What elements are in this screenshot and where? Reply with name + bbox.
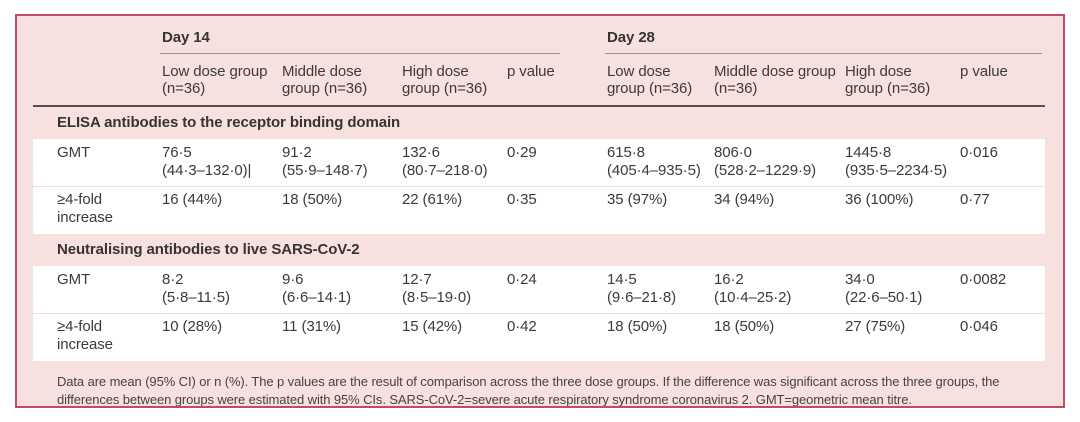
antibody-response-table: Day 14 Day 28 Low dose group (n=36) Midd… [33, 16, 1046, 407]
gmt-value: 91·2 [282, 144, 312, 161]
day14-middle-dose-header: Middle dose group (n=36) [280, 57, 400, 107]
gmt-value: 806·0 [714, 144, 752, 161]
gmt-ci: (405·4–935·5) [607, 162, 701, 179]
day14-low-dose-header: Low dose group (n=36) [160, 57, 280, 107]
row-label-gmt: GMT [33, 266, 160, 314]
cell-neut-gmt-d14-low: 8·2 (5·8–11·5) [160, 266, 280, 314]
cell-elisa-gmt-d14-mid: 91·2 (55·9–148·7) [280, 139, 400, 187]
gmt-value: 76·5 [162, 144, 192, 161]
gmt-ci: (44·3–132·0)| [162, 162, 252, 179]
cell-neut-fold-d28-mid: 18 (50%) [712, 313, 844, 361]
dose-group-header-row: Low dose group (n=36) Middle dose group … [33, 57, 1046, 107]
gmt-value: 132·6 [402, 144, 440, 161]
footnote-row: Data are mean (95% CI) or n (%). The p v… [33, 361, 1045, 407]
cell-neut-gmt-d28-pvalue: 0·0082 [958, 266, 1046, 314]
row-label-gmt: GMT [33, 139, 160, 187]
cell-elisa-gmt-d28-low: 615·8 (405·4–935·5) [605, 139, 713, 187]
cell-elisa-gmt-d14-pvalue: 0·29 [505, 139, 606, 187]
gmt-value: 34·0 [845, 271, 875, 288]
cell-neut-gmt-d14-pvalue: 0·24 [505, 266, 606, 314]
cell-elisa-fold-d28-mid: 34 (94%) [712, 186, 844, 234]
gmt-ci: (935·5–2234·5) [845, 162, 948, 179]
gmt-ci: (5·8–11·5) [162, 289, 230, 306]
day28-group-header: Day 28 [605, 29, 1043, 54]
p-value: 0·24 [507, 271, 537, 288]
table-row-elisa-gmt: GMT 76·5 (44·3–132·0)| 91·2 (55·9–148·7)… [33, 139, 1046, 187]
cell-neut-fold-d14-pvalue: 0·42 [505, 313, 606, 361]
cell-neut-gmt-d28-low: 14·5 (9·6–21·8) [605, 266, 713, 314]
cell-neut-fold-d28-low: 18 (50%) [605, 313, 713, 361]
cell-elisa-gmt-d28-high: 1445·8 (935·5–2234·5) [843, 139, 959, 187]
empty-label-header [33, 57, 160, 107]
table-row-neut-gmt: GMT 8·2 (5·8–11·5) 9·6 (6·6–14·1) 12·7 (… [33, 266, 1046, 314]
cell-neut-fold-d14-high: 15 (42%) [400, 313, 505, 361]
day28-high-dose-header: High dose group (n=36) [843, 57, 959, 107]
cell-elisa-fold-d28-high: 36 (100%) [843, 186, 959, 234]
day14-group-header-cell: Day 14 [160, 16, 605, 57]
gmt-value: 1445·8 [845, 144, 892, 161]
cell-elisa-fold-d14-low: 16 (44%) [160, 186, 280, 234]
cell-neut-gmt-d14-high: 12·7 (8·5–19·0) [400, 266, 505, 314]
day28-group-header-cell: Day 28 [605, 16, 1045, 57]
table-row-elisa-fold-increase: ≥4-fold increase 16 (44%) 18 (50%) 22 (6… [33, 186, 1046, 234]
section-row-neutralising: Neutralising antibodies to live SARS-CoV… [33, 234, 1045, 266]
day28-low-dose-header: Low dose group (n=36) [605, 57, 713, 107]
row-label-fold-increase: ≥4-fold increase [33, 186, 160, 234]
cell-neut-fold-d14-mid: 11 (31%) [280, 313, 400, 361]
table3-panel: Day 14 Day 28 Low dose group (n=36) Midd… [15, 14, 1065, 408]
footnote-text: Data are mean (95% CI) or n (%). The p v… [57, 374, 1000, 407]
gmt-ci: (8·5–19·0) [402, 289, 472, 306]
gmt-ci: (6·6–14·1) [282, 289, 352, 306]
gmt-ci: (22·6–50·1) [845, 289, 923, 306]
gmt-ci: (80·7–218·0) [402, 162, 488, 179]
p-value: 0·0082 [960, 271, 1007, 288]
table-row-neut-fold-increase: ≥4-fold increase 10 (28%) 11 (31%) 15 (4… [33, 313, 1046, 361]
cell-elisa-fold-d28-pvalue: 0·77 [958, 186, 1046, 234]
cell-elisa-gmt-d28-pvalue: 0·016 [958, 139, 1046, 187]
cell-neut-fold-d14-low: 10 (28%) [160, 313, 280, 361]
gmt-value: 12·7 [402, 271, 432, 288]
cell-elisa-fold-d14-pvalue: 0·35 [505, 186, 606, 234]
gmt-value: 14·5 [607, 271, 637, 288]
day14-group-header: Day 14 [160, 29, 561, 54]
gmt-ci: (55·9–148·7) [282, 162, 368, 179]
day14-pvalue-header: p value [505, 57, 606, 107]
section-title-neutralising: Neutralising antibodies to live SARS-CoV… [57, 241, 360, 258]
gmt-ci: (9·6–21·8) [607, 289, 677, 306]
section-row-elisa: ELISA antibodies to the receptor binding… [33, 106, 1045, 139]
gmt-ci: (528·2–1229·9) [714, 162, 817, 179]
timepoint-header-row: Day 14 Day 28 [33, 16, 1045, 57]
cell-elisa-gmt-d28-mid: 806·0 (528·2–1229·9) [712, 139, 844, 187]
day28-pvalue-header: p value [958, 57, 1046, 107]
empty-corner-cell [33, 16, 160, 57]
cell-elisa-fold-d14-mid: 18 (50%) [280, 186, 400, 234]
gmt-value: 8·2 [162, 271, 184, 288]
gmt-value: 16·2 [714, 271, 744, 288]
cell-neut-fold-d28-high: 27 (75%) [843, 313, 959, 361]
cell-neut-fold-d28-pvalue: 0·046 [958, 313, 1046, 361]
cell-neut-gmt-d28-mid: 16·2 (10·4–25·2) [712, 266, 844, 314]
gmt-value: 615·8 [607, 144, 645, 161]
cell-elisa-gmt-d14-high: 132·6 (80·7–218·0) [400, 139, 505, 187]
cell-neut-gmt-d28-high: 34·0 (22·6–50·1) [843, 266, 959, 314]
row-label-fold-increase: ≥4-fold increase [33, 313, 160, 361]
section-title-elisa: ELISA antibodies to the receptor binding… [57, 114, 401, 131]
day14-high-dose-header: High dose group (n=36) [400, 57, 505, 107]
gmt-value: 9·6 [282, 271, 304, 288]
p-value: 0·016 [960, 144, 998, 161]
cell-elisa-gmt-d14-low: 76·5 (44·3–132·0)| [160, 139, 280, 187]
cell-elisa-fold-d28-low: 35 (97%) [605, 186, 713, 234]
cell-neut-gmt-d14-mid: 9·6 (6·6–14·1) [280, 266, 400, 314]
day28-middle-dose-header: Middle dose group (n=36) [712, 57, 844, 107]
cell-elisa-fold-d14-high: 22 (61%) [400, 186, 505, 234]
p-value: 0·29 [507, 144, 537, 161]
gmt-ci: (10·4–25·2) [714, 289, 792, 306]
